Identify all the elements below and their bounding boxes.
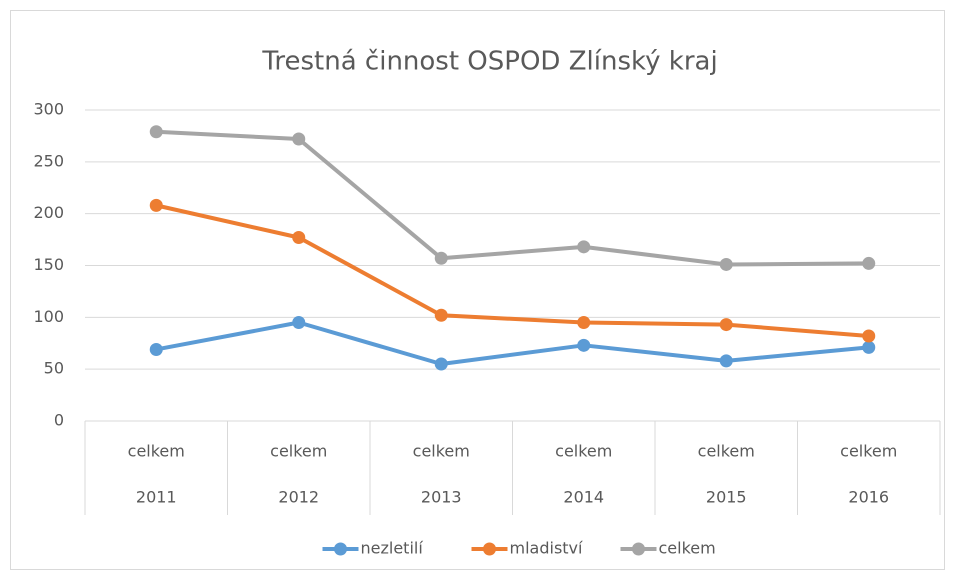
chart-title: Trestná činnost OSPOD Zlínský kraj (261, 47, 717, 77)
legend-label: nezletilí (361, 539, 424, 558)
x-group-label: 2012 (278, 488, 319, 507)
chart-border (10, 10, 945, 570)
legend-marker (632, 542, 645, 556)
point (719, 318, 733, 332)
x-group-label: 2011 (136, 488, 177, 507)
x-tick-label: celkem (698, 442, 755, 461)
x-tick-label: celkem (270, 442, 327, 461)
x-tick-label: celkem (555, 442, 612, 461)
x-group-label: 2016 (848, 488, 889, 507)
point (292, 231, 306, 245)
series-line (156, 129, 869, 267)
point (434, 251, 448, 265)
y-tick-label: 200 (33, 203, 64, 222)
point (862, 340, 876, 354)
point (149, 125, 163, 139)
x-group-label: 2013 (421, 488, 462, 507)
series-line (155, 203, 869, 338)
x-group-label: 2015 (706, 488, 747, 507)
point (149, 198, 163, 212)
point (292, 132, 306, 146)
x-tick-label: celkem (840, 442, 897, 461)
point (862, 329, 876, 343)
series-line (155, 320, 869, 366)
point (719, 257, 733, 271)
y-tick-label: 0 (54, 411, 64, 430)
point (577, 338, 591, 352)
x-tick-label: celkem (128, 442, 185, 461)
legend-label: celkem (659, 539, 716, 558)
point (149, 342, 163, 356)
y-tick-label: 100 (33, 307, 64, 326)
legend-marker (334, 542, 347, 556)
point (292, 316, 306, 330)
point (434, 357, 448, 371)
y-tick-label: 250 (33, 151, 64, 170)
y-tick-label: 50 (44, 359, 64, 378)
point (862, 256, 876, 270)
y-tick-label: 300 (33, 100, 64, 119)
legend-label: mladiství (510, 539, 584, 558)
x-group-label: 2014 (563, 488, 604, 507)
point (577, 316, 591, 330)
point (434, 308, 448, 322)
point (577, 240, 591, 254)
legend-marker (483, 542, 496, 556)
x-tick-label: celkem (413, 442, 470, 461)
y-tick-label: 150 (33, 255, 64, 274)
point (719, 354, 733, 368)
